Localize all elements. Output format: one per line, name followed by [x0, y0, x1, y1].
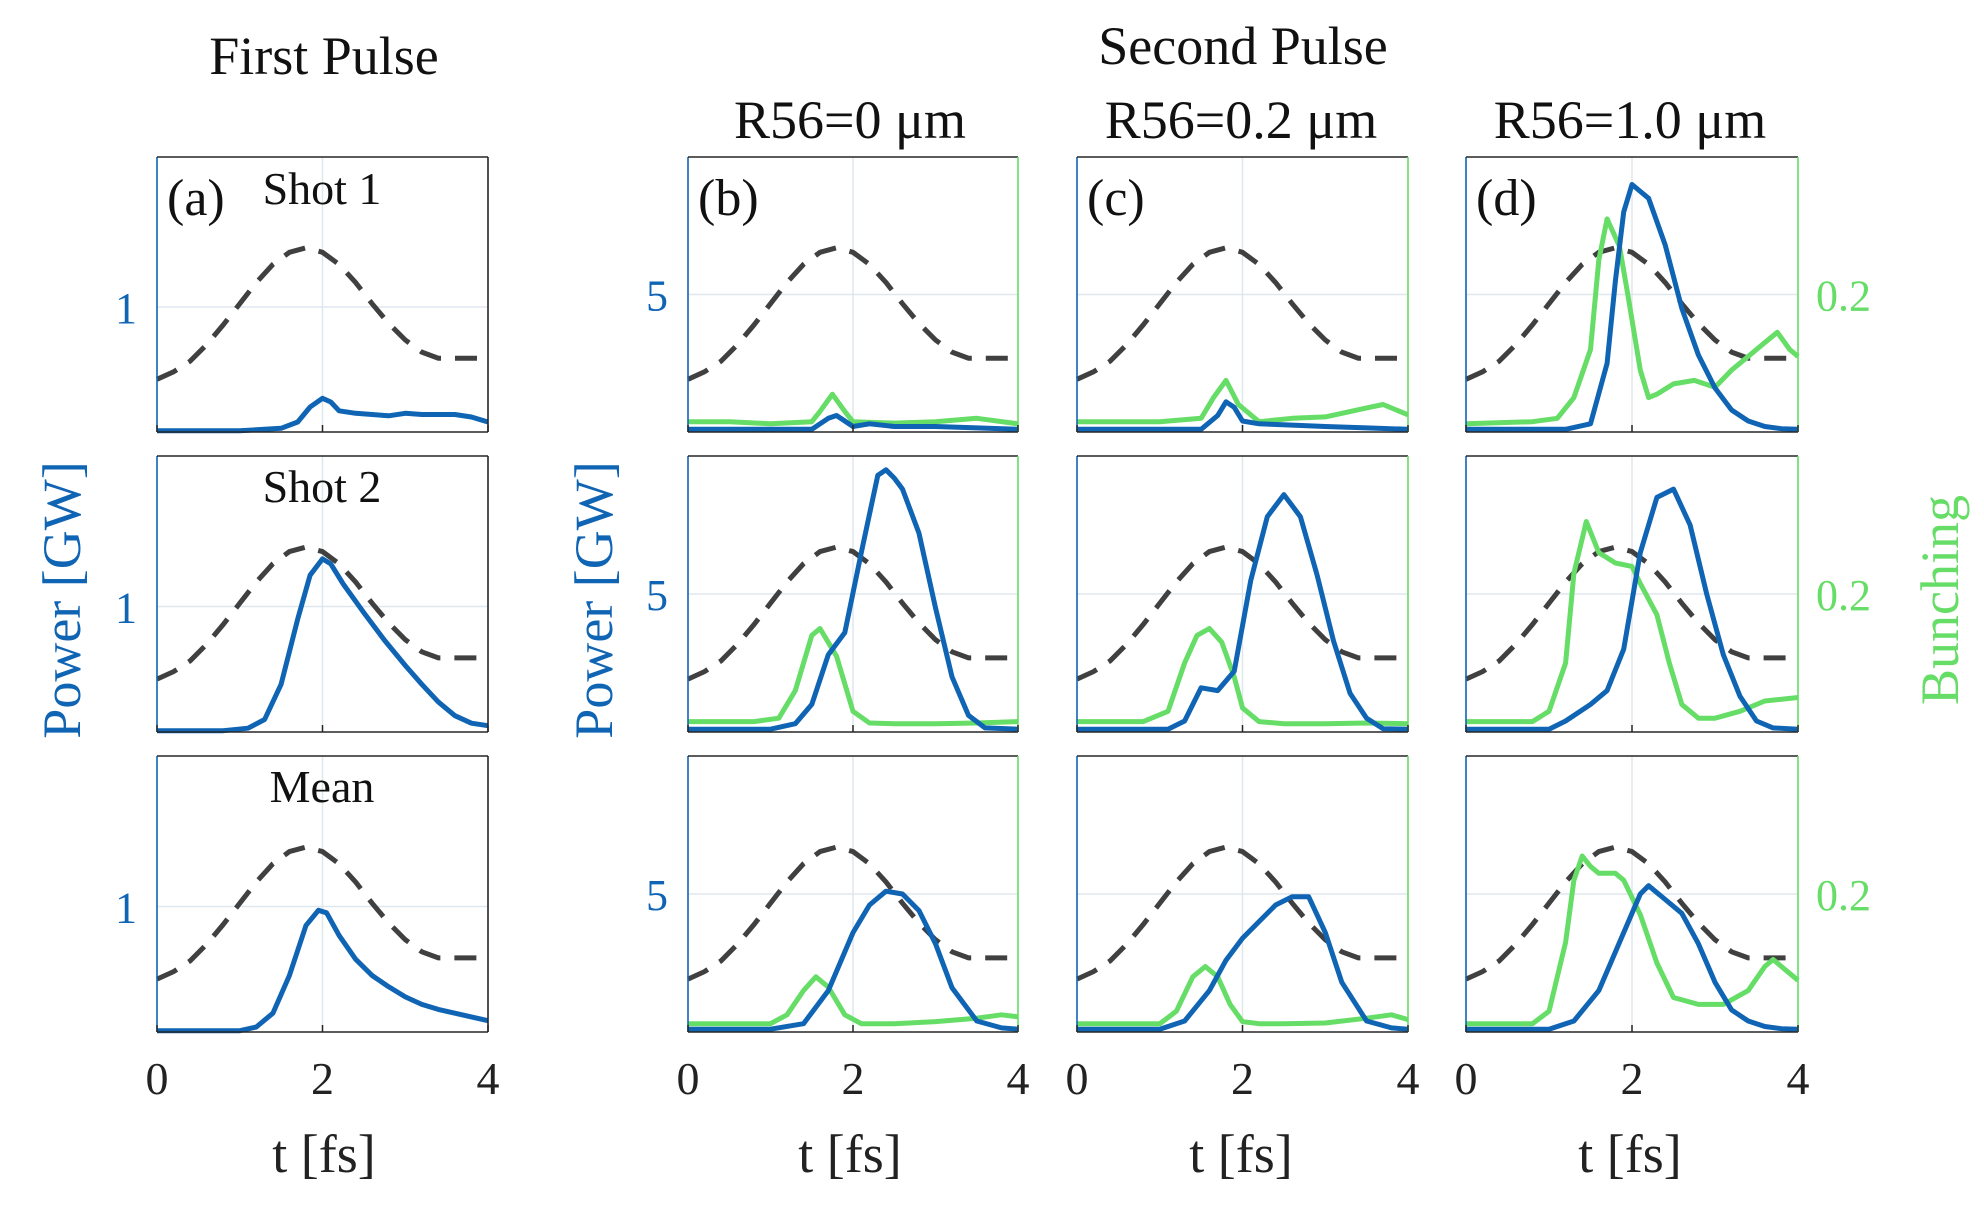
panel-d-row-1: 0.2 (d) [1464, 156, 1871, 433]
row-label: Shot 1 [263, 163, 382, 214]
xtick-label: 2 [1621, 1053, 1644, 1104]
panel-a-row-2: 1 Shot 2 [115, 455, 489, 734]
xlabel-b: t [fs] [798, 1124, 901, 1184]
reference-dashed-line [686, 844, 1018, 982]
xlabel-d: t [fs] [1578, 1124, 1681, 1184]
power-line [157, 907, 489, 1034]
xtick-label: 2 [311, 1053, 334, 1104]
panel-b-row-1: 5 (b) [646, 156, 1019, 433]
panel-a-row-3: 1 Mean 0 2 4 [115, 755, 500, 1104]
panel-c-row-1: (c) [1075, 156, 1409, 433]
power-line [1466, 182, 1799, 432]
panel-c-row-2 [1075, 455, 1409, 733]
xtick-label: 0 [677, 1053, 700, 1104]
row-label: Shot 2 [263, 461, 382, 512]
bunching-line [688, 626, 1019, 727]
reference-dashed-line [1464, 245, 1798, 382]
ylabel-bunching: Bunching [1910, 495, 1970, 705]
panel-label-d: (d) [1476, 170, 1537, 227]
reference-dashed-line [155, 844, 488, 982]
bunching-line [1466, 853, 1800, 1027]
ytick-power-label: 1 [115, 884, 137, 933]
ylabel-power-second: Power [GW] [564, 461, 624, 738]
ylabel-power-first: Power [GW] [32, 461, 92, 738]
title-r56-d: R56=1.0 μm [1494, 90, 1766, 150]
power-line [688, 467, 1019, 732]
bunching-line [688, 391, 1019, 427]
bunching-line [1077, 377, 1409, 425]
title-first-pulse: First Pulse [209, 26, 439, 86]
xlabel-c: t [fs] [1189, 1124, 1292, 1184]
title-second-pulse: Second Pulse [1098, 16, 1388, 76]
ytick-power-label: 5 [646, 871, 668, 920]
xtick-label: 4 [477, 1053, 500, 1104]
bunching-line [1465, 216, 1800, 427]
bunching-line [1077, 626, 1409, 727]
reference-dashed-line [1075, 844, 1408, 982]
xtick-label: 4 [1397, 1053, 1420, 1104]
xtick-label: 4 [1007, 1053, 1030, 1104]
panels: 1 (a) Shot 1 1 Shot 2 1 Mean 0 2 4 5 (b) 5 5 0 2 4 (c) 0 2 4… [115, 156, 1871, 1104]
reference-dashed-line [155, 544, 488, 682]
ytick-power-label: 1 [115, 284, 137, 333]
xtick-label: 0 [1066, 1053, 1089, 1104]
power-line [1077, 894, 1409, 1032]
title-r56-c: R56=0.2 μm [1105, 90, 1377, 150]
panel-d-row-2: 0.2 [1464, 455, 1871, 733]
reference-dashed-line [1464, 844, 1798, 982]
panel-d-row-3: 0.2 0 2 4 [1455, 755, 1871, 1104]
xtick-label: 2 [1231, 1053, 1254, 1104]
ytick-bunching-label: 0.2 [1816, 571, 1871, 620]
power-line [157, 395, 489, 434]
xtick-label: 2 [842, 1053, 865, 1104]
xtick-label: 0 [146, 1053, 169, 1104]
reference-dashed-line [1075, 544, 1408, 682]
power-line [1077, 492, 1409, 732]
panel-c-row-3: 0 2 4 [1066, 755, 1420, 1104]
ytick-power-label: 5 [646, 272, 668, 321]
ytick-bunching-label: 0.2 [1816, 272, 1871, 321]
row-label: Mean [270, 761, 375, 812]
title-r56-b: R56=0 μm [734, 90, 966, 150]
power-line [1077, 399, 1409, 432]
xtick-label: 4 [1787, 1053, 1810, 1104]
xtick-label: 0 [1455, 1053, 1478, 1104]
reference-dashed-line [1075, 245, 1408, 382]
xlabel-a: t [fs] [272, 1124, 375, 1184]
bunching-line [1077, 964, 1409, 1027]
reference-dashed-line [155, 245, 488, 382]
reference-dashed-line [686, 245, 1018, 382]
ytick-power-label: 1 [115, 584, 137, 633]
ytick-power-label: 5 [646, 571, 668, 620]
panel-b-row-3: 5 0 2 4 [646, 755, 1030, 1104]
panel-label-c: (c) [1087, 170, 1145, 227]
power-line [1466, 486, 1799, 732]
power-line [688, 888, 1019, 1032]
panel-a-row-1: 1 (a) Shot 1 [115, 156, 489, 434]
panel-label-a: (a) [167, 170, 225, 227]
ytick-bunching-label: 0.2 [1816, 871, 1871, 920]
power-line [157, 556, 489, 734]
power-line [1466, 883, 1799, 1032]
panel-b-row-2: 5 [646, 455, 1019, 733]
panel-label-b: (b) [698, 170, 759, 227]
